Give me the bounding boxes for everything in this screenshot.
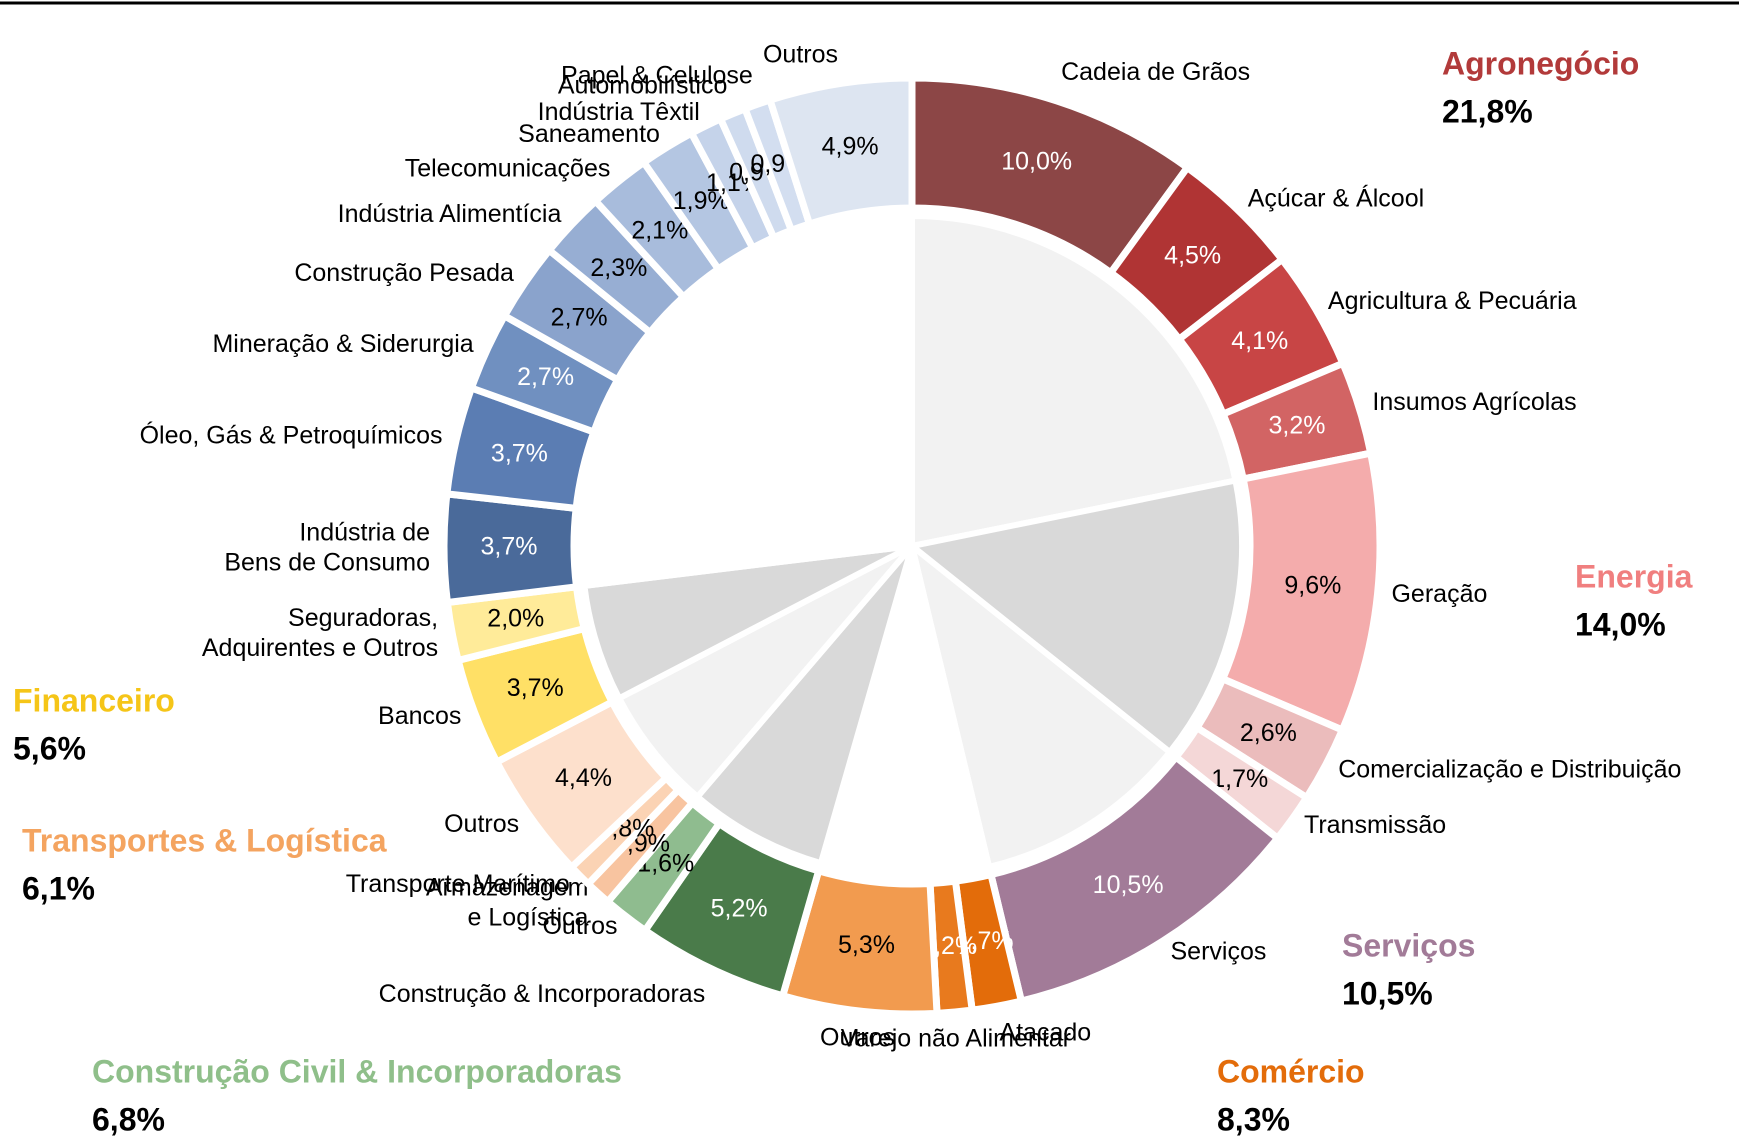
value-label: 9,6% [1284, 572, 1341, 600]
value-label: 2,0% [487, 604, 544, 632]
group-value: 8,3% [1217, 1101, 1290, 1137]
group-label: Transportes & Logística [22, 822, 387, 858]
segment-label: Construção Pesada [294, 259, 514, 287]
group-value: 21,8% [1442, 93, 1533, 129]
group-value: 6,8% [92, 1101, 165, 1137]
value-label: 4,5% [1164, 241, 1221, 269]
segment-label: Seguradoras, Adquirentes e Outros [202, 604, 438, 662]
group-value: 10,5% [1342, 975, 1433, 1011]
segment-label: Óleo, Gás & Petroquímicos [140, 421, 443, 450]
segment-label: Transporte Marítimo [346, 870, 570, 898]
group-label: Construção Civil & Incorporadoras [92, 1053, 622, 1089]
segment-label: Outros [542, 912, 617, 940]
segment-label: Insumos Agrícolas [1372, 388, 1576, 416]
segment-label: Armazenagem e Logística [426, 873, 589, 931]
sector-wedge [907, 538, 1174, 871]
value-label: 2,3% [590, 254, 647, 282]
value-label: 3,7% [491, 440, 548, 468]
segment-label: Indústria Têxtil [538, 98, 700, 126]
group-label: Financeiro [13, 682, 175, 718]
group-label: Agronegócio [1442, 45, 1639, 81]
segment-label: Telecomunicações [405, 155, 611, 183]
sector-wedge [693, 544, 915, 867]
value-label: 5,3% [838, 931, 895, 959]
value-label: 2,6% [1240, 719, 1297, 747]
value-label: 2,7% [517, 363, 574, 391]
value-label: 10,0% [1001, 147, 1072, 175]
segment-label: Indústria de Bens de Consumo [224, 518, 430, 576]
segment-label: Construção & Incorporadoras [379, 980, 706, 1008]
segment-label: Cadeia de Grãos [1061, 58, 1250, 86]
value-label: 10,5% [1093, 871, 1164, 899]
value-label: 4,9% [822, 132, 879, 160]
segment-label: Outros [820, 1024, 895, 1052]
value-label: 3,2% [1268, 411, 1325, 439]
group-value: 5,6% [13, 730, 86, 766]
segment-label: Atacado [999, 1019, 1091, 1047]
value-label: 5,2% [711, 895, 768, 923]
segment-label: Bancos [378, 702, 461, 730]
segment-label: Papel & Celulose [561, 62, 753, 90]
value-label: 4,4% [555, 764, 612, 792]
value-label: 3,7% [507, 674, 564, 702]
segment-label: Geração [1391, 580, 1487, 608]
segment-label: Transmissão [1304, 811, 1446, 839]
group-label: Comércio [1217, 1053, 1365, 1089]
segment-label: Outros [444, 810, 519, 838]
value-label: 3,7% [481, 533, 538, 561]
segment-label: Agricultura & Pecuária [1328, 287, 1577, 315]
sector-wedge [579, 212, 915, 590]
segment-label: Açúcar & Álcool [1248, 184, 1424, 213]
segment-label: Varejo não Alimentar [841, 1025, 1071, 1053]
segment [765, 74, 916, 229]
segment-label: Saneamento [518, 120, 660, 148]
value-label: 4,1% [1231, 327, 1288, 355]
sector-wedge [817, 534, 993, 879]
group-value: 6,1% [22, 870, 95, 906]
value-label: 2,7% [551, 303, 608, 331]
segment-label: Serviços [1170, 937, 1266, 965]
segment-label: Indústria Alimentícia [338, 200, 562, 228]
segment-label: Outros [763, 40, 838, 68]
sector-wedge [909, 212, 1239, 550]
segment-label: Comercialização e Distribuição [1338, 756, 1681, 784]
group-value: 14,0% [1575, 606, 1666, 642]
group-label: Energia [1575, 558, 1693, 594]
group-label: Serviços [1342, 927, 1475, 963]
segment-label: Automobilístico [558, 71, 728, 99]
segment-label: Mineração & Siderurgia [212, 330, 473, 358]
value-label: 2,1% [631, 216, 688, 244]
sector-wedge [905, 477, 1245, 757]
